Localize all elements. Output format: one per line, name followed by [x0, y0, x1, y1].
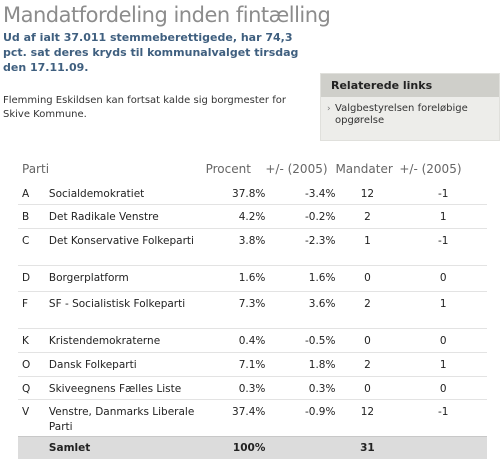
party-percent: 0.3%	[238, 382, 266, 395]
party-letter: V	[22, 405, 30, 418]
total-seats: 31	[335, 435, 400, 459]
party-seats: 1	[364, 234, 371, 247]
table-row: O Dansk Folkeparti 7.1% 1.8% 2 1	[18, 351, 487, 376]
party-name: Dansk Folkeparti	[48, 358, 137, 371]
party-percent: 4.2%	[238, 210, 266, 223]
lead-paragraph: Ud af ialt 37.011 stemmeberettigede, har…	[3, 31, 299, 74]
party-letter: Q	[22, 382, 31, 395]
party-percent-change: -0.2%	[304, 210, 336, 223]
related-links-box: Relaterede links › Valgbestyrelsen forel…	[320, 73, 500, 141]
party-letter: C	[22, 234, 30, 247]
header-seats-change: +/- (2005)	[399, 161, 462, 176]
party-seats-change: 0	[439, 382, 447, 395]
party-percent-change: 0.3%	[308, 382, 336, 395]
party-seats-change: 1	[439, 297, 447, 310]
party-name: Venstre, Danmarks Liberale Parti	[48, 405, 195, 433]
party-name: SF - Socialistisk Folkeparti	[48, 297, 186, 310]
party-letter: K	[22, 334, 29, 347]
party-percent: 0.4%	[238, 334, 266, 347]
party-percent-change: -2.3%	[304, 234, 336, 247]
party-seats-change: -1	[437, 234, 449, 247]
party-name: Skiveegnens Fælles Liste	[48, 382, 182, 395]
party-seats-change: 1	[439, 358, 447, 371]
party-percent-change: -0.9%	[304, 405, 336, 418]
party-seats: 0	[364, 271, 371, 284]
party-seats: 0	[364, 382, 371, 395]
party-seats: 0	[364, 334, 371, 347]
party-percent: 37.8%	[232, 188, 266, 200]
table-row: C Det Konservative Folkeparti 3.8% -2.3% 1 -1	[18, 227, 487, 265]
total-label: Samlet	[48, 435, 206, 459]
party-percent: 3.8%	[238, 234, 266, 247]
party-percent: 1.6%	[238, 271, 266, 284]
party-letter: A	[22, 188, 30, 200]
related-link[interactable]: › Valgbestyrelsen foreløbige opgørelse	[321, 97, 499, 127]
party-letter: F	[22, 297, 29, 310]
party-percent-change: -3.4%	[304, 188, 336, 200]
party-name: Socialdemokratiet	[48, 188, 145, 200]
total-row: Samlet 100% 31	[18, 435, 487, 459]
header-percent-change: +/- (2005)	[265, 161, 328, 176]
party-seats-change: 0	[439, 334, 447, 347]
header-seats: Mandater	[335, 161, 393, 176]
party-percent-change: -0.5%	[304, 334, 336, 347]
related-link-label[interactable]: Valgbestyrelsen foreløbige opgørelse	[335, 103, 468, 126]
party-seats: 2	[364, 297, 371, 310]
table-row: F SF - Socialistisk Folkeparti 7.3% 3.6% 2 1	[18, 290, 487, 328]
total-percent: 100%	[205, 435, 266, 459]
party-seats-change: -1	[437, 405, 449, 418]
header-party: Parti	[22, 161, 50, 176]
results-table: Parti Procent +/- (2005) Mandater +/- (2…	[18, 155, 487, 459]
party-percent: 7.3%	[238, 297, 266, 310]
party-seats: 12	[360, 405, 375, 418]
party-seats-change: -1	[437, 188, 449, 200]
party-percent-change: 1.8%	[308, 358, 336, 371]
party-name: Borgerplatform	[48, 271, 129, 284]
party-name: Det Radikale Venstre	[48, 210, 159, 223]
page-title: Mandatfordeling inden fintælling	[3, 3, 331, 27]
party-letter: O	[22, 358, 31, 371]
party-letter: B	[22, 210, 30, 223]
party-name: Kristendemokraterne	[48, 334, 161, 347]
table-row: B Det Radikale Venstre 4.2% -0.2% 2 1	[18, 203, 487, 228]
related-links-heading: Relaterede links	[321, 74, 499, 97]
table-row: A Socialdemokratiet 37.8% -3.4% 12 -1	[18, 182, 487, 204]
party-percent: 37.4%	[232, 405, 266, 418]
party-seats: 2	[364, 210, 371, 223]
table-row: D Borgerplatform 1.6% 1.6% 0 0	[18, 264, 487, 291]
table-row: V Venstre, Danmarks Liberale Parti 37.4% -0…	[18, 398, 487, 436]
party-seats-change: 0	[439, 271, 447, 284]
party-letter: D	[22, 271, 31, 284]
party-seats-change: 1	[439, 210, 447, 223]
table-row: Q Skiveegnens Fælles Liste 0.3% 0.3% 0 0	[18, 375, 487, 399]
body-paragraph: Flemming Eskildsen kan fortsat kalde sig…	[3, 95, 286, 120]
party-seats: 2	[364, 358, 371, 371]
table-header-row: Parti Procent +/- (2005) Mandater +/- (2…	[18, 155, 487, 182]
party-percent: 7.1%	[238, 358, 266, 371]
table-row: K Kristendemokraterne 0.4% -0.5% 0 0	[18, 327, 487, 352]
party-percent-change: 1.6%	[308, 271, 336, 284]
party-name: Det Konservative Folkeparti	[48, 234, 194, 247]
header-percent: Procent	[205, 161, 251, 176]
party-seats: 12	[360, 188, 375, 200]
link-arrow-icon: ›	[327, 104, 331, 114]
party-percent-change: 3.6%	[308, 297, 336, 310]
